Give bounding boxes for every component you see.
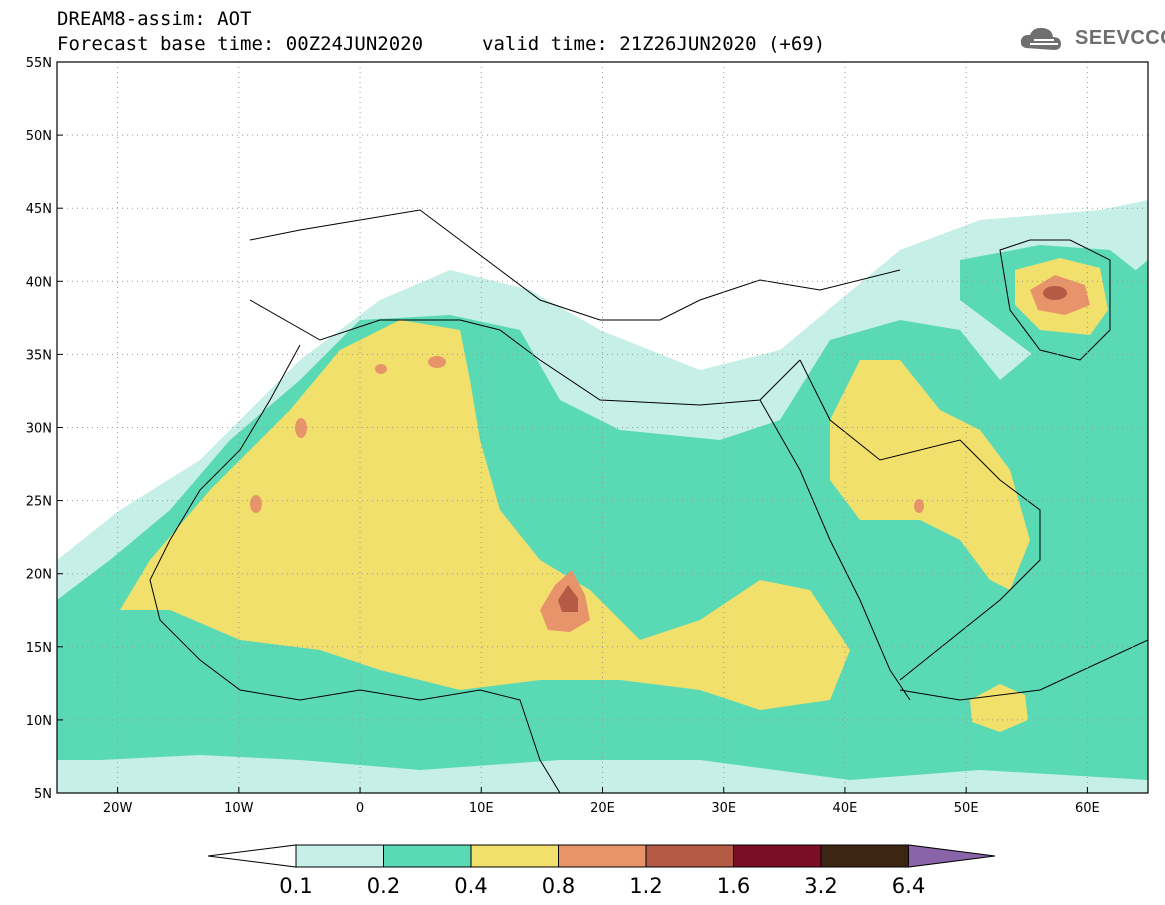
colorbar-label: 0.2 xyxy=(367,874,400,898)
lat-label: 55N xyxy=(26,56,52,71)
colorbar-swatch xyxy=(733,844,822,868)
aot-map: 55N 50N 45N 40N 35N 30N 25N 20N 15N 10N 5N 20W 10W 0… xyxy=(26,56,1149,816)
valid-time: valid time: 21Z26JUN2020 (+69) xyxy=(482,33,826,55)
colorbar-label: 0.1 xyxy=(279,874,312,898)
coastline-north-africa xyxy=(249,299,801,406)
lon-label: 40E xyxy=(833,801,858,816)
map-title: DREAM8-assim: AOT xyxy=(57,8,252,30)
colorbar-low-arrow xyxy=(207,844,297,868)
lat-label: 15N xyxy=(26,641,52,656)
aot-region-arabia xyxy=(830,360,1030,590)
aot-region-1.2-chad xyxy=(558,585,578,612)
aot-region-0.8-spot4 xyxy=(250,495,262,513)
colorbar-label: 1.2 xyxy=(629,874,662,898)
coastline-red-sea xyxy=(759,399,911,701)
lon-label: 0 xyxy=(356,801,364,816)
forecast-base-time: Forecast base time: 00Z24JUN2020 xyxy=(57,33,424,55)
coastline-west-africa xyxy=(149,344,561,793)
aot-region-0.8-spot1 xyxy=(428,356,446,368)
lon-label: 60E xyxy=(1075,801,1100,816)
colorbar-label: 3.2 xyxy=(804,874,837,898)
colorbar-label: 0.8 xyxy=(542,874,575,898)
coastline-arabia xyxy=(799,359,1041,681)
aot-region-0.8-spot3 xyxy=(295,418,307,438)
colorbar-label: 0.4 xyxy=(454,874,487,898)
aot-region-horn xyxy=(970,684,1028,732)
lat-label: 5N xyxy=(34,787,52,802)
coastline-europe xyxy=(249,209,901,321)
lat-label: 35N xyxy=(26,348,52,363)
lon-label: 30E xyxy=(711,801,736,816)
cloud-logo-icon xyxy=(1020,27,1061,50)
lat-label: 25N xyxy=(26,495,52,510)
lat-label: 30N xyxy=(26,422,52,437)
lon-label: 20W xyxy=(103,801,133,816)
logo-text: SEEVCCC xyxy=(1075,27,1165,49)
lon-label: 50E xyxy=(954,801,979,816)
colorbar-swatch xyxy=(820,844,909,868)
colorbar-swatch xyxy=(470,844,559,868)
colorbar-swatch xyxy=(645,844,734,868)
lon-label: 10W xyxy=(224,801,254,816)
lon-label: 10E xyxy=(469,801,494,816)
aot-region-1.2-caspian xyxy=(1043,286,1067,300)
coastline-horn xyxy=(899,639,1148,701)
colorbar-swatch xyxy=(383,844,472,868)
lat-label: 50N xyxy=(26,129,52,144)
colorbar-swatch xyxy=(558,844,647,868)
lon-label: 20E xyxy=(590,801,615,816)
aot-region-0.8-spot5 xyxy=(914,499,924,513)
colorbar-label: 6.4 xyxy=(892,874,925,898)
colorbar-high-arrow xyxy=(908,844,996,868)
aot-region-0.8-spot2 xyxy=(375,364,387,374)
lat-label: 45N xyxy=(26,202,52,217)
colorbar-label: 1.6 xyxy=(717,874,750,898)
lat-label: 20N xyxy=(26,568,52,583)
lat-label: 40N xyxy=(26,275,52,290)
lat-label: 10N xyxy=(26,714,52,729)
colorbar-swatch xyxy=(295,844,384,868)
aot-region-0.4 xyxy=(120,320,850,710)
coastline-caspian xyxy=(999,239,1111,361)
colorbar: 0.1 0.2 0.4 0.8 1.2 1.6 3.2 6.4 xyxy=(207,844,996,898)
